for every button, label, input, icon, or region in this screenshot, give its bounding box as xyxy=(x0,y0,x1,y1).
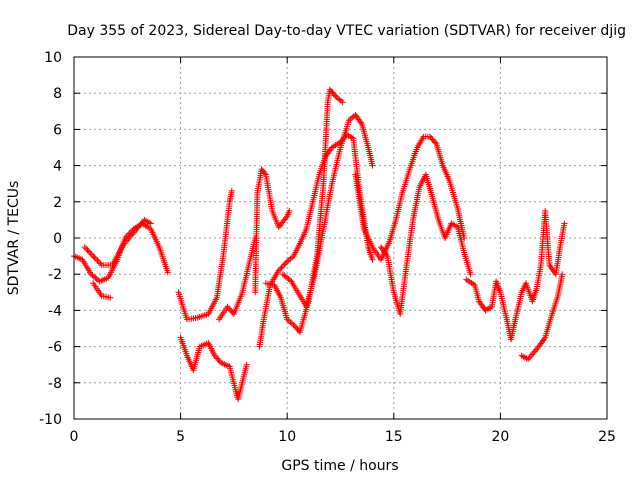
data-point xyxy=(85,248,92,255)
data-point xyxy=(215,357,222,363)
grid-lines xyxy=(74,57,607,419)
data-point xyxy=(559,271,566,278)
y-tick-label: -8 xyxy=(48,376,62,392)
data-point xyxy=(290,321,297,328)
series-track-l xyxy=(378,171,474,317)
x-tick-label: 5 xyxy=(176,429,185,445)
y-tick-label: 4 xyxy=(53,159,62,175)
data-point xyxy=(228,187,235,194)
axis-ticks: 0 5 10 15 20 25 -10 -8 -6 -4 -2 0 2 4 6 8 10 xyxy=(39,50,616,445)
series-track-k xyxy=(352,133,468,263)
x-tick-label: 0 xyxy=(70,429,79,445)
data-point xyxy=(91,254,98,261)
x-tick-label: 20 xyxy=(491,429,509,445)
data-point xyxy=(329,89,336,96)
series-track-e xyxy=(177,334,250,403)
data-point xyxy=(326,86,333,93)
series-track-g xyxy=(252,166,293,296)
series-track-c xyxy=(90,280,114,301)
data-point xyxy=(561,220,568,227)
y-tick-label: 2 xyxy=(53,195,62,211)
data-point xyxy=(467,271,474,278)
data-point xyxy=(369,162,376,169)
y-tick-label: -2 xyxy=(48,267,62,283)
series-track-m xyxy=(463,207,568,343)
data-point xyxy=(369,256,376,263)
y-tick-label: -4 xyxy=(48,303,62,319)
data-point xyxy=(93,256,99,263)
y-tick-label: 6 xyxy=(53,122,62,138)
y-tick-label: 8 xyxy=(53,86,62,102)
data-point xyxy=(88,251,95,258)
y-tick-label: -6 xyxy=(48,340,62,356)
data-point xyxy=(332,92,338,99)
data-point xyxy=(286,207,293,214)
data-point xyxy=(107,294,114,301)
y-tick-label: 10 xyxy=(44,50,62,66)
data-point xyxy=(97,260,104,267)
data-point xyxy=(164,269,171,276)
series-track-n xyxy=(518,271,566,363)
data-point xyxy=(224,303,231,310)
data-point xyxy=(95,259,102,266)
data-point xyxy=(243,361,250,368)
data-point xyxy=(94,257,101,264)
data-point xyxy=(428,135,435,142)
chart-title: Day 355 of 2023, Sidereal Day-to-day VTE… xyxy=(67,23,626,39)
data-point xyxy=(87,250,94,257)
series-track-d xyxy=(175,187,235,323)
data-points xyxy=(71,86,568,403)
series-track-b xyxy=(81,216,154,269)
x-tick-label: 10 xyxy=(278,429,296,445)
data-point xyxy=(282,260,289,266)
data-point xyxy=(90,253,97,260)
data-point xyxy=(147,220,154,227)
x-tick-label: 25 xyxy=(598,429,616,445)
data-point xyxy=(84,247,91,254)
data-point xyxy=(261,170,268,177)
x-tick-label: 15 xyxy=(385,429,403,445)
series-track-i xyxy=(262,86,346,336)
data-point xyxy=(83,245,90,252)
data-point xyxy=(81,244,88,251)
series-track-j xyxy=(279,111,376,310)
data-point xyxy=(339,99,346,106)
y-tick-label: 0 xyxy=(53,231,62,247)
x-axis-label: GPS time / hours xyxy=(281,458,398,474)
data-point xyxy=(278,264,285,271)
data-point xyxy=(284,258,291,265)
y-tick-label: -10 xyxy=(39,412,62,428)
y-axis-label: SDTVAR / TECUs xyxy=(6,181,22,296)
